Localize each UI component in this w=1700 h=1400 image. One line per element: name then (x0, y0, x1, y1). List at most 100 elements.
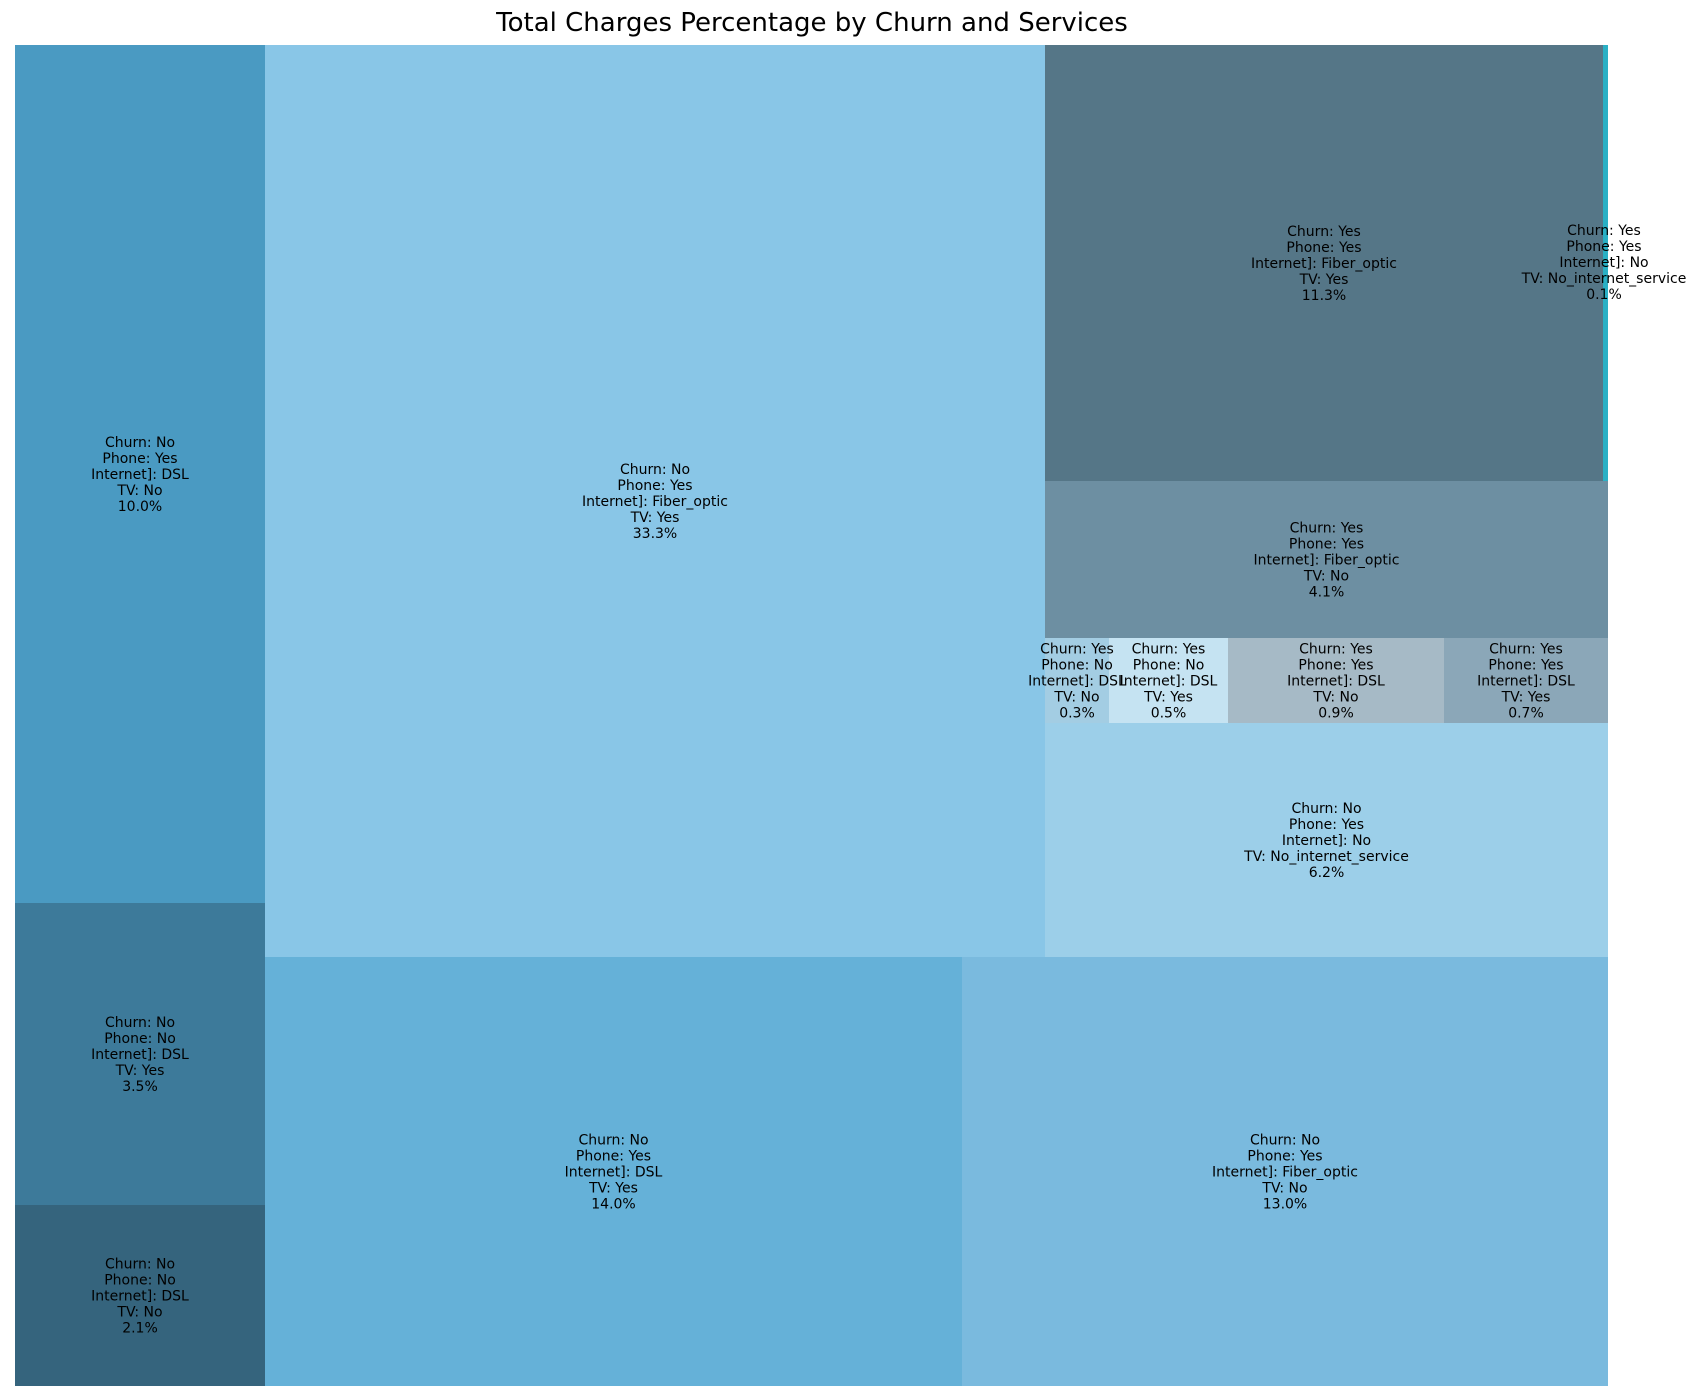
tile-text-line: Churn: No (1291, 801, 1361, 817)
tile-text-line: Phone: Yes (1286, 240, 1361, 256)
tile-text-line: TV: Yes (1501, 690, 1551, 706)
tile-text-line: Phone: Yes (617, 478, 692, 494)
tile-text-line: Phone: Yes (1289, 537, 1364, 553)
tile-no-yes-dsl-no (15, 45, 265, 903)
tile-value-label: 33.3% (633, 526, 677, 542)
tile-text-line: TV: Yes (115, 1063, 165, 1079)
tile-text-line: TV: No (1261, 1181, 1307, 1197)
tile-value-label: 0.9% (1318, 706, 1354, 722)
tile-label-yes-yes-no-no-internet-service: Churn: Yes Phone: Yes Internet]: No TV: No_… (1521, 223, 1687, 303)
tile-label-no-no-dsl-yes: Churn: No Phone: No Internet]: DSL TV: Yes 3… (91, 1015, 189, 1095)
tile-text-line: Phone: Yes (1566, 239, 1641, 255)
tile-no-yes-fiber-optic-no (962, 957, 1608, 1386)
tile-text-line: TV: Yes (630, 510, 680, 526)
tile-value-label: 11.3% (1302, 288, 1346, 304)
tile-text-line: TV: Yes (1143, 690, 1193, 706)
tile-label-yes-yes-fiber-optic-yes: Churn: Yes Phone: Yes Internet]: Fiber_opt… (1251, 224, 1397, 304)
tile-value-label: 0.5% (1151, 706, 1187, 722)
tile-text-line: Internet]: Fiber_optic (582, 494, 728, 510)
tile-no-no-dsl-yes (15, 903, 265, 1205)
tile-value-label: 13.0% (1263, 1197, 1307, 1213)
tile-value-label: 2.1% (122, 1321, 158, 1337)
tile-label-no-yes-no-no-internet-service: Churn: No Phone: Yes Internet]: No TV: No_i… (1243, 801, 1409, 881)
tile-no-yes-no-no-internet-service (1045, 723, 1608, 957)
chart-title: Total Charges Percentage by Churn and Se… (496, 8, 1128, 38)
tile-label-no-yes-fiber-optic-no: Churn: No Phone: Yes Internet]: Fiber_opti… (1212, 1133, 1358, 1213)
tile-label-no-yes-dsl-no: Churn: No Phone: Yes Internet]: DSL TV: No 1… (91, 435, 189, 515)
tile-yes-yes-fiber-optic-no (1045, 481, 1608, 638)
tile-text-line: Churn: No (620, 462, 690, 478)
tile-text-line: Churn: No (105, 1015, 175, 1031)
tile-label-yes-no-dsl-no: Churn: Yes Phone: No Internet]: DSL TV: No 0… (1028, 642, 1126, 722)
tile-text-line: Internet]: DSL (91, 1289, 189, 1305)
tile-text-line: Internet]: DSL (565, 1165, 663, 1181)
tile-text-line: Churn: No (578, 1133, 648, 1149)
tile-text-line: Churn: Yes (1290, 521, 1364, 537)
tile-label-no-no-dsl-no: Churn: No Phone: No Internet]: DSL TV: No 2.… (91, 1257, 189, 1337)
tile-text-line: Phone: Yes (576, 1149, 651, 1165)
tile-label-no-yes-fiber-optic-yes: Churn: No Phone: Yes Internet]: Fiber_opti… (582, 462, 728, 542)
tile-text-line: Internet]: DSL (1287, 674, 1385, 690)
tile-value-label: 3.5% (122, 1079, 158, 1095)
tile-yes-yes-dsl-yes (1444, 638, 1608, 723)
tile-text-line: Churn: Yes (1567, 223, 1641, 239)
tile-text-line: Churn: No (105, 1257, 175, 1273)
tile-value-label: 10.0% (118, 499, 162, 515)
tile-text-line: Phone: No (1041, 658, 1113, 674)
tile-value-label: 4.1% (1309, 585, 1345, 601)
tile-text-line: TV: No (116, 483, 162, 499)
tile-label-yes-yes-dsl-yes: Churn: Yes Phone: Yes Internet]: DSL TV: Ye… (1477, 642, 1575, 722)
tile-text-line: Internet]: DSL (91, 1047, 189, 1063)
tile-label-yes-no-dsl-yes: Churn: Yes Phone: No Internet]: DSL TV: Yes… (1120, 642, 1218, 722)
tile-value-label: 14.0% (591, 1197, 635, 1213)
tile-text-line: Internet]: Fiber_optic (1254, 553, 1400, 569)
tile-text-line: Churn: Yes (1489, 642, 1563, 658)
tile-text-line: Internet]: DSL (91, 467, 189, 483)
tile-text-line: Phone: Yes (1298, 658, 1373, 674)
tile-yes-yes-dsl-no (1228, 638, 1444, 723)
tile-yes-yes-no-no-internet-service (1603, 45, 1608, 481)
tile-yes-no-dsl-no (1045, 638, 1109, 723)
tile-text-line: Phone: Yes (102, 451, 177, 467)
tile-text-line: TV: No_internet_service (1243, 849, 1409, 865)
tile-text-line: Phone: No (1133, 658, 1205, 674)
tile-yes-yes-fiber-optic-yes (1045, 45, 1603, 481)
tile-text-line: TV: No (1053, 690, 1099, 706)
tile-text-line: Churn: Yes (1132, 642, 1206, 658)
tile-text-line: Churn: Yes (1040, 642, 1114, 658)
tile-text-line: Phone: Yes (1289, 817, 1364, 833)
tile-text-line: Internet]: No (1282, 833, 1371, 849)
tile-text-line: Phone: Yes (1488, 658, 1563, 674)
tile-text-line: Churn: No (105, 435, 175, 451)
tile-text-line: Phone: No (104, 1031, 176, 1047)
tile-text-line: Internet]: No (1559, 255, 1648, 271)
tile-text-line: Phone: No (104, 1273, 176, 1289)
tile-value-label: 6.2% (1309, 865, 1345, 881)
tile-text-line: Internet]: Fiber_optic (1251, 256, 1397, 272)
tile-label-yes-yes-dsl-no: Churn: Yes Phone: Yes Internet]: DSL TV: No… (1287, 642, 1385, 722)
tile-yes-no-dsl-yes (1109, 638, 1228, 723)
tile-text-line: Churn: Yes (1287, 224, 1361, 240)
tile-text-line: TV: No (116, 1305, 162, 1321)
tile-text-line: TV: Yes (588, 1181, 638, 1197)
tile-no-yes-fiber-optic-yes (265, 45, 1045, 957)
tile-label-yes-yes-fiber-optic-no: Churn: Yes Phone: Yes Internet]: Fiber_opt… (1254, 521, 1400, 601)
tile-text-line: TV: No (1312, 690, 1358, 706)
tile-no-no-dsl-no (15, 1205, 265, 1386)
tile-text-line: Churn: No (1250, 1133, 1320, 1149)
tile-text-line: Churn: Yes (1299, 642, 1373, 658)
tile-text-line: Phone: Yes (1247, 1149, 1322, 1165)
tile-text-line: TV: No_internet_service (1521, 271, 1687, 287)
tile-text-line: Internet]: DSL (1028, 674, 1126, 690)
tile-no-yes-dsl-yes (265, 957, 962, 1386)
tile-text-line: Internet]: DSL (1477, 674, 1575, 690)
tile-value-label: 0.1% (1586, 287, 1622, 303)
tile-text-line: TV: No (1303, 569, 1349, 585)
tile-text-line: TV: Yes (1299, 272, 1349, 288)
tile-text-line: Internet]: Fiber_optic (1212, 1165, 1358, 1181)
tile-value-label: 0.7% (1508, 706, 1544, 722)
tile-text-line: Internet]: DSL (1120, 674, 1218, 690)
tile-label-no-yes-dsl-yes: Churn: No Phone: Yes Internet]: DSL TV: Yes… (565, 1133, 663, 1213)
tile-value-label: 0.3% (1059, 706, 1095, 722)
